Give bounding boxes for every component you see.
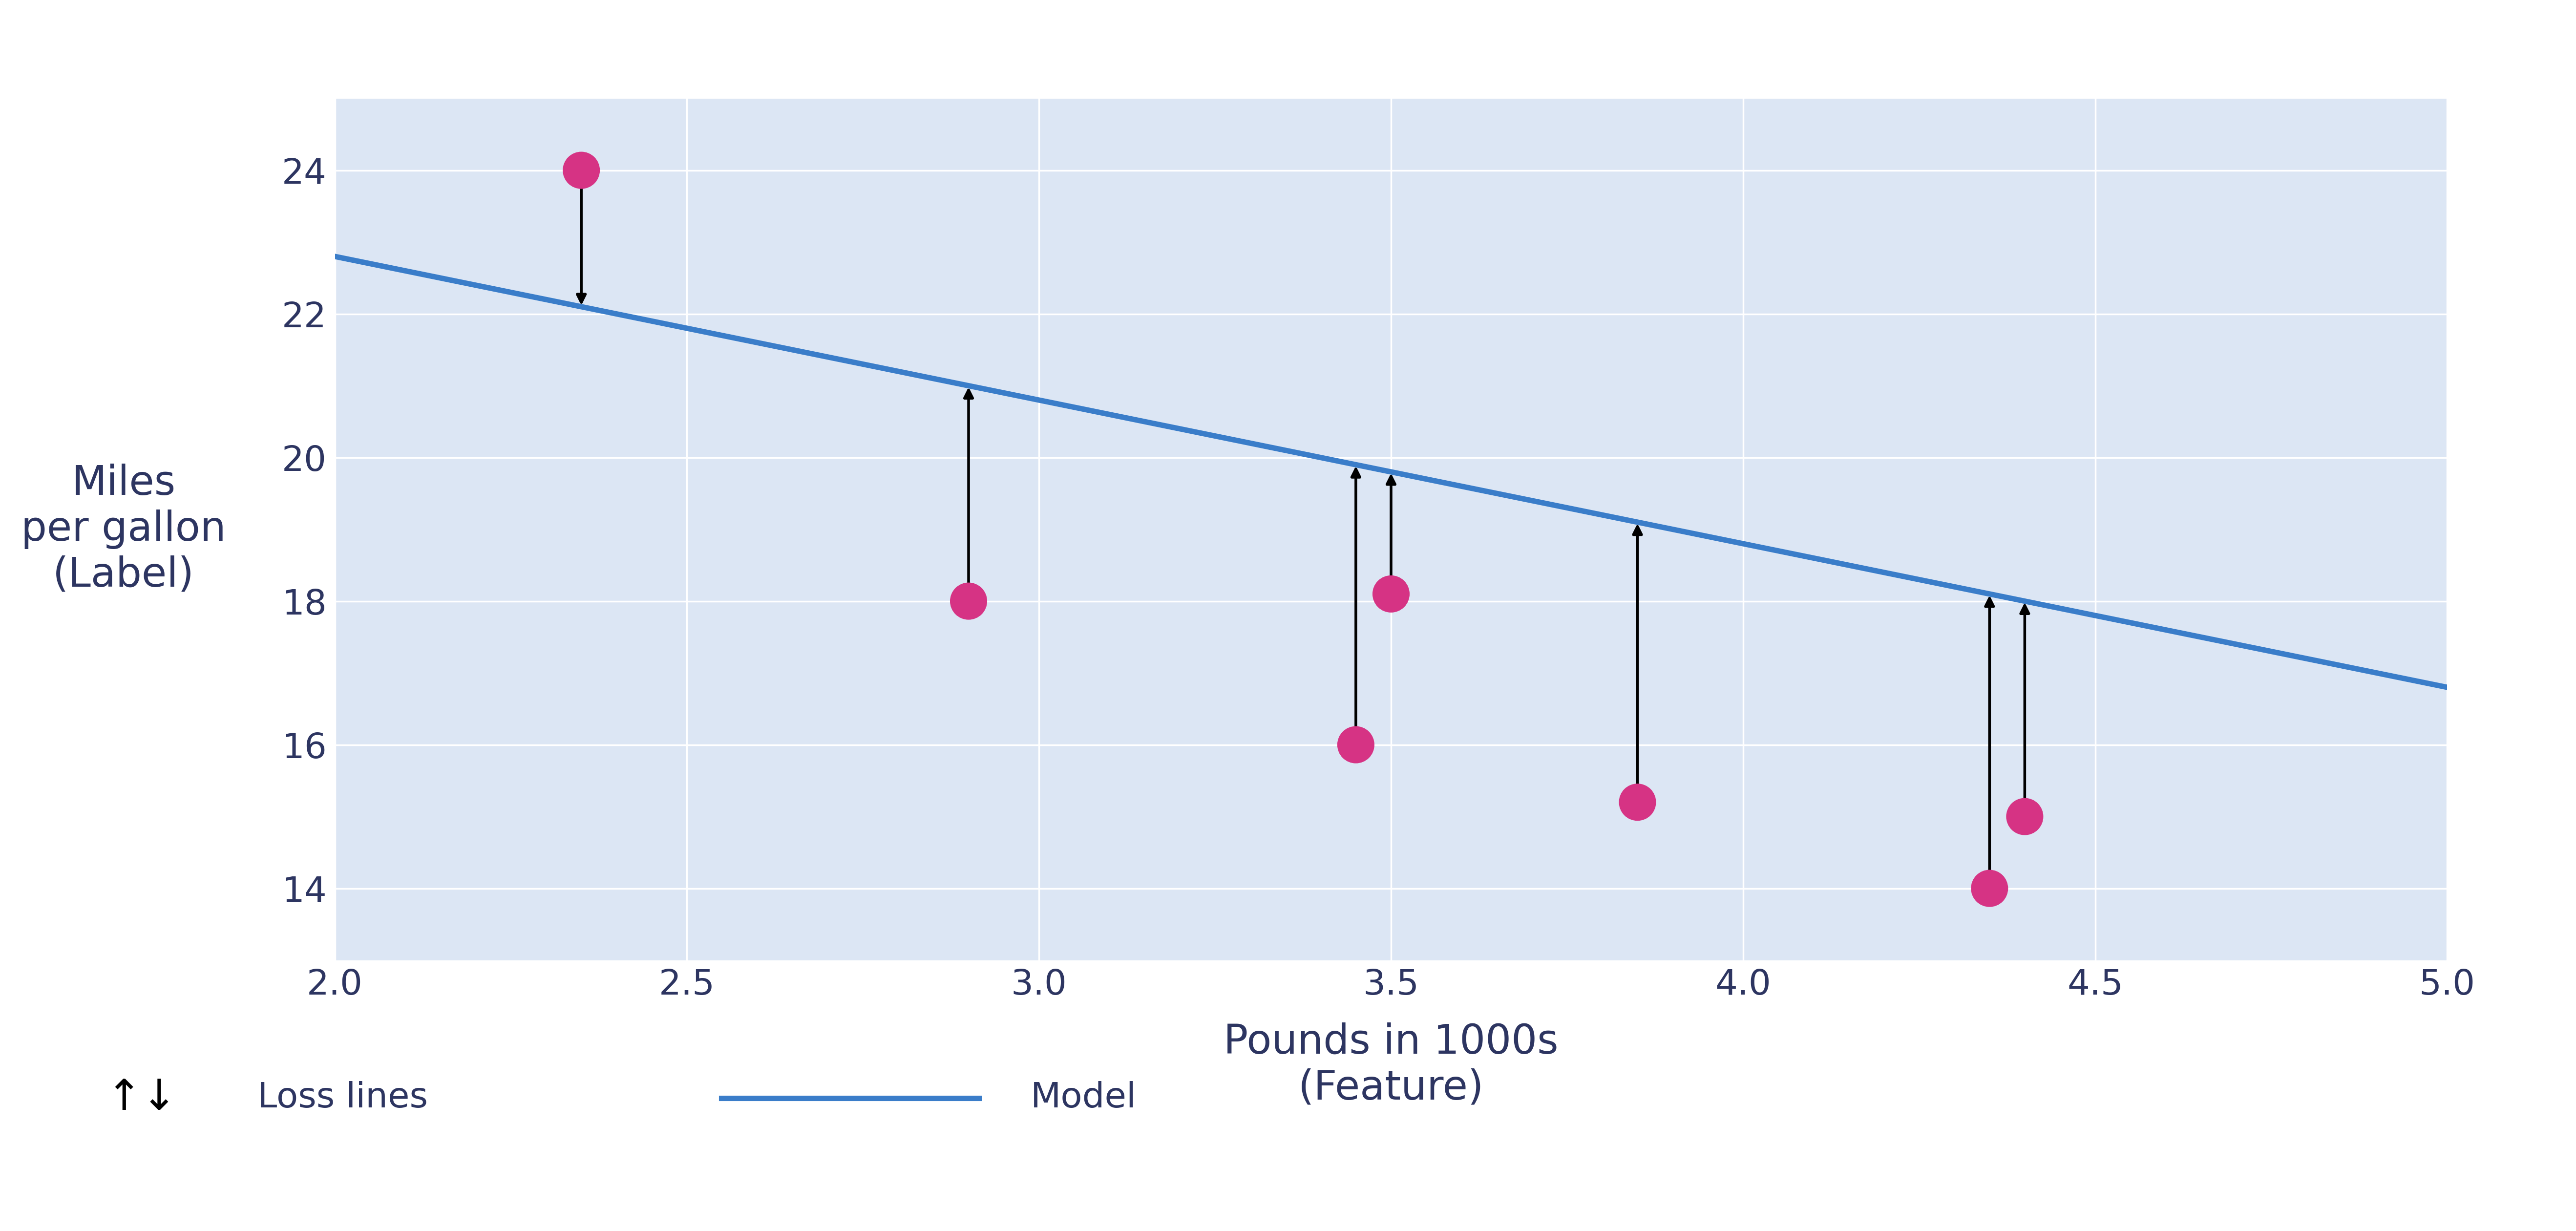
Point xyxy=(562,160,603,180)
Point xyxy=(2004,806,2045,826)
Text: Loss lines: Loss lines xyxy=(258,1081,428,1115)
Point xyxy=(1334,735,1376,755)
Y-axis label: Miles
per gallon
(Label): Miles per gallon (Label) xyxy=(21,464,227,595)
Text: Model: Model xyxy=(1030,1081,1136,1115)
X-axis label: Pounds in 1000s
(Feature): Pounds in 1000s (Feature) xyxy=(1224,1023,1558,1108)
Point xyxy=(1968,879,2009,899)
Point xyxy=(948,591,989,611)
Point xyxy=(1618,793,1659,812)
Point xyxy=(1370,585,1412,604)
Text: ↑↓: ↑↓ xyxy=(106,1077,178,1119)
